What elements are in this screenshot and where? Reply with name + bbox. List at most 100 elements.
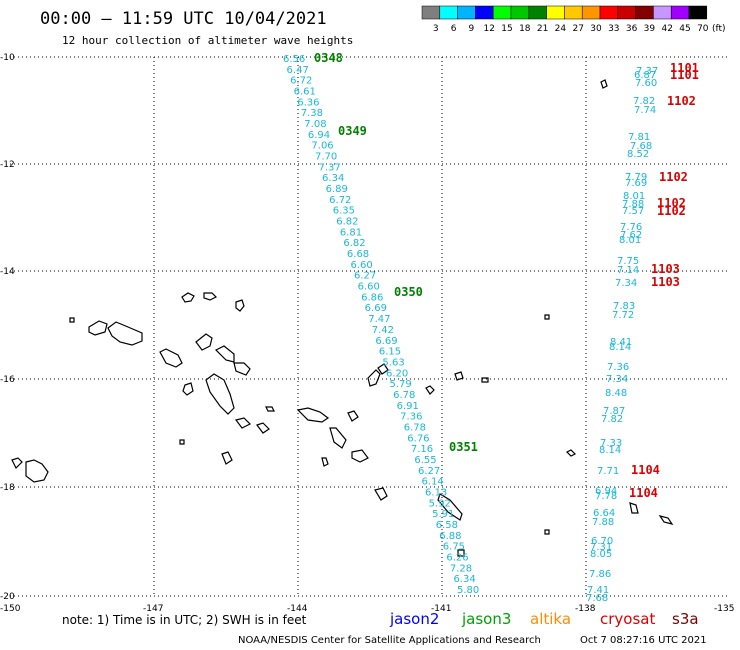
swh-value: 6.61 bbox=[294, 87, 316, 98]
legend-label: 12 bbox=[483, 24, 494, 34]
pass-time-label: 1102 bbox=[657, 196, 686, 210]
swh-value: 6.69 bbox=[365, 303, 387, 314]
swh-value: 5.79 bbox=[390, 379, 412, 390]
swh-value: 8.14 bbox=[599, 445, 621, 456]
swh-value: 6.34 bbox=[453, 574, 475, 585]
legend-swatch bbox=[457, 5, 476, 20]
lat-label: -16 bbox=[0, 375, 15, 385]
swh-value: 6.78 bbox=[393, 390, 415, 401]
swh-value: 7.16 bbox=[411, 444, 433, 455]
swh-value: 7.33 bbox=[600, 438, 622, 449]
pass-time-label: 1102 bbox=[657, 204, 686, 218]
satellite-cryosat: cryosat bbox=[600, 610, 655, 628]
swh-value: 6.34 bbox=[322, 173, 344, 184]
pass-time-label: 1101 bbox=[670, 61, 699, 75]
swh-value: 7.28 bbox=[450, 563, 472, 574]
swh-value: 8.14 bbox=[609, 342, 631, 353]
legend-label: 24 bbox=[555, 24, 567, 34]
swh-value: 7.37 bbox=[636, 66, 658, 77]
swh-value: 7.14 bbox=[617, 265, 639, 276]
swh-value: 6.15 bbox=[379, 347, 401, 358]
pass-time-label: 1104 bbox=[631, 463, 660, 477]
map-subtitle: 12 hour collection of altimeter wave hei… bbox=[62, 34, 353, 47]
island-coastlines bbox=[11, 79, 674, 557]
swh-value: 6.75 bbox=[443, 542, 465, 553]
legend-swatch bbox=[599, 5, 619, 20]
lon-label: -135 bbox=[714, 604, 734, 614]
swh-value: 6.72 bbox=[290, 76, 312, 87]
swh-value: 7.42 bbox=[372, 325, 394, 336]
legend-swatch bbox=[528, 5, 547, 20]
swh-value: 8.52 bbox=[627, 149, 649, 160]
swh-value: 6.86 bbox=[361, 292, 383, 303]
legend-label: 15 bbox=[501, 24, 512, 34]
generated-timestamp: Oct 7 08:27:16 UTC 2021 bbox=[580, 635, 707, 646]
wave-height-color-legend: (ft) 3 6 9 12 15 18 21 24 27 30 33 36 39 42 45 70 bbox=[421, 5, 726, 34]
swh-value: 7.88 bbox=[622, 199, 644, 210]
lon-label: -150 bbox=[0, 604, 21, 614]
swh-value: 6.68 bbox=[347, 249, 369, 260]
swh-value: 6.14 bbox=[421, 477, 443, 488]
legend-label: 18 bbox=[519, 24, 531, 34]
lat-label: -12 bbox=[0, 160, 15, 170]
swh-value: 6.20 bbox=[386, 368, 408, 379]
swh-value: 6.82 bbox=[343, 238, 365, 249]
lat-label: -18 bbox=[0, 483, 15, 493]
map-title: 00:00 – 11:59 UTC 10/04/2021 bbox=[40, 9, 327, 29]
legend-label: 33 bbox=[608, 24, 619, 34]
lon-label: -144 bbox=[287, 604, 308, 614]
swh-value: 7.08 bbox=[304, 119, 326, 130]
legend-label: 42 bbox=[661, 24, 672, 34]
satellite-s3a: s3a bbox=[672, 610, 699, 628]
swh-value: 6.89 bbox=[326, 184, 348, 195]
swh-value: 6.88 bbox=[439, 531, 461, 542]
satellite-jason3: jason3 bbox=[461, 610, 511, 628]
swh-value: 6.60 bbox=[358, 282, 380, 293]
satellite-jason2: jason2 bbox=[389, 610, 439, 628]
legend-swatch bbox=[475, 5, 494, 20]
lon-label: -141 bbox=[431, 604, 451, 614]
swh-value: 6.70 bbox=[591, 536, 613, 547]
swh-value: 7.82 bbox=[633, 96, 655, 107]
satellite-altika: altika bbox=[530, 610, 571, 628]
legend-label: 30 bbox=[590, 24, 602, 34]
pass-time-label: 1103 bbox=[651, 275, 680, 289]
swh-value: 7.87 bbox=[603, 406, 625, 417]
swh-value: 7.68 bbox=[630, 141, 652, 152]
swh-value: 7.36 bbox=[400, 412, 422, 423]
lat-label: -14 bbox=[0, 267, 15, 277]
legend-swatch bbox=[564, 5, 583, 20]
swh-value: 7.88 bbox=[592, 517, 614, 528]
swh-value: 6.91 bbox=[397, 401, 419, 412]
swh-value: 6.82 bbox=[336, 217, 358, 228]
swh-value: 7.69 bbox=[625, 178, 647, 189]
swh-value: 7.75 bbox=[617, 256, 639, 267]
swh-value: 8.41 bbox=[610, 337, 632, 348]
lon-label: -147 bbox=[143, 604, 163, 614]
legend-swatch bbox=[510, 5, 530, 20]
swh-value: 6.69 bbox=[375, 336, 397, 347]
swh-value: 7.37 bbox=[319, 162, 341, 173]
swh-value: 7.60 bbox=[635, 78, 657, 89]
jason3-track: 6.566.476.726.616.367.387.086.947.067.70… bbox=[283, 51, 479, 596]
swh-value: 6.94 bbox=[595, 486, 617, 497]
legend-swatch bbox=[688, 5, 708, 20]
swh-value: 6.36 bbox=[297, 97, 319, 108]
legend-label: 6 bbox=[451, 24, 457, 34]
lat-label: -10 bbox=[0, 53, 15, 63]
cryosat-track: 7.376.877.607.827.747.817.688.527.797.69… bbox=[586, 61, 699, 604]
legend-label: 70 bbox=[697, 24, 709, 34]
lon-label: -138 bbox=[575, 604, 596, 614]
swh-value: 6.94 bbox=[308, 130, 330, 141]
swh-value: 8.01 bbox=[623, 191, 645, 202]
swh-value: 6.72 bbox=[329, 195, 351, 206]
swh-value: 6.27 bbox=[354, 271, 376, 282]
swh-value: 5.91 bbox=[432, 509, 454, 520]
swh-value: 5.63 bbox=[382, 357, 404, 368]
swh-value: 6.27 bbox=[418, 466, 440, 477]
swh-value: 7.72 bbox=[612, 310, 634, 321]
swh-value: 7.79 bbox=[625, 172, 647, 183]
swh-value: 6.81 bbox=[340, 227, 362, 238]
swh-value: 7.78 bbox=[595, 491, 617, 502]
